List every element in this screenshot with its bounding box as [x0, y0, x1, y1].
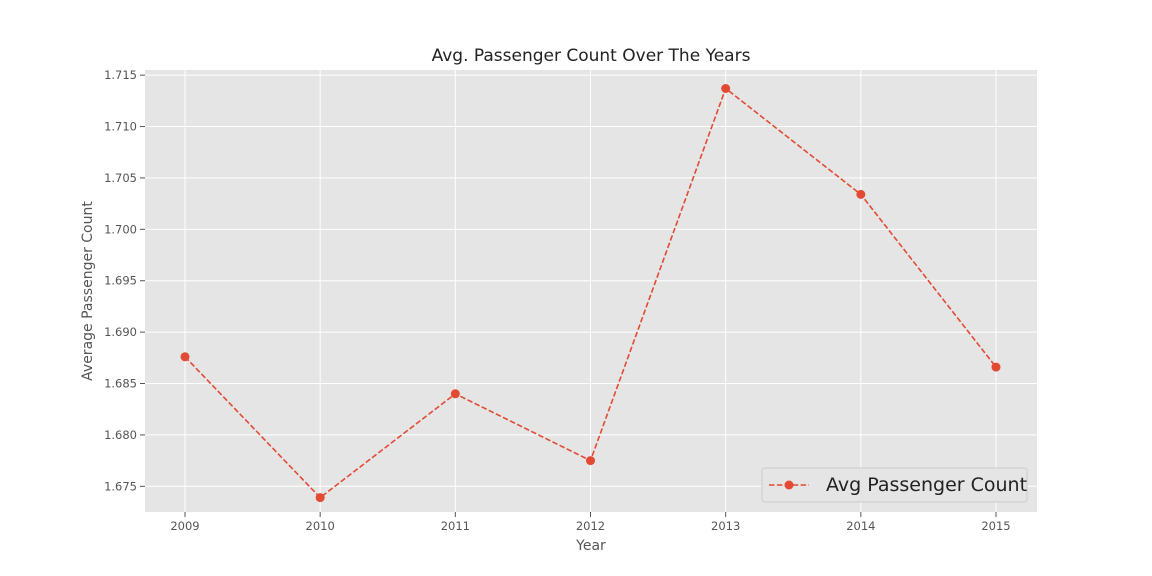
y-tick-label: 1.695: [104, 274, 137, 288]
y-tick-label: 1.705: [104, 171, 137, 185]
x-tick-label: 2011: [441, 519, 470, 533]
y-axis-ticks: 1.675 1.680 1.685 1.690 1.695 1.700 1.705 1.710…: [104, 68, 145, 493]
chart-title: Avg. Passenger Count Over The Years: [432, 46, 751, 66]
x-tick-label: 2012: [576, 519, 605, 533]
x-tick-label: 2009: [170, 519, 199, 533]
y-tick-label: 1.710: [104, 120, 137, 134]
data-point: [315, 493, 325, 503]
x-axis-label: Year: [575, 538, 606, 554]
data-point: [991, 362, 1001, 372]
y-tick-label: 1.700: [104, 222, 137, 236]
data-point: [856, 189, 866, 199]
x-tick-label: 2010: [306, 519, 335, 533]
series-group: [180, 84, 1001, 503]
legend: Avg Passenger Count: [761, 467, 1028, 503]
grid-lines: [145, 70, 1037, 512]
x-tick-label: 2014: [846, 519, 875, 533]
legend-marker: [784, 480, 794, 490]
data-point: [180, 352, 190, 362]
data-point: [450, 389, 460, 399]
x-tick-label: 2013: [711, 519, 740, 533]
legend-label: Avg Passenger Count: [826, 474, 1027, 496]
y-axis-label: Average Passenger Count: [80, 201, 96, 381]
x-tick-label: 2015: [981, 519, 1010, 533]
y-tick-label: 1.680: [104, 428, 137, 442]
data-point: [586, 456, 595, 466]
y-tick-label: 1.685: [104, 377, 137, 391]
y-tick-label: 1.715: [104, 68, 137, 82]
legend-box: [761, 467, 1028, 503]
data-point: [721, 84, 731, 94]
y-tick-label: 1.675: [104, 479, 137, 493]
y-tick-label: 1.690: [104, 325, 137, 339]
x-axis-ticks: 2009 2010 2011 2012 2013 2014 2015: [170, 512, 1011, 533]
